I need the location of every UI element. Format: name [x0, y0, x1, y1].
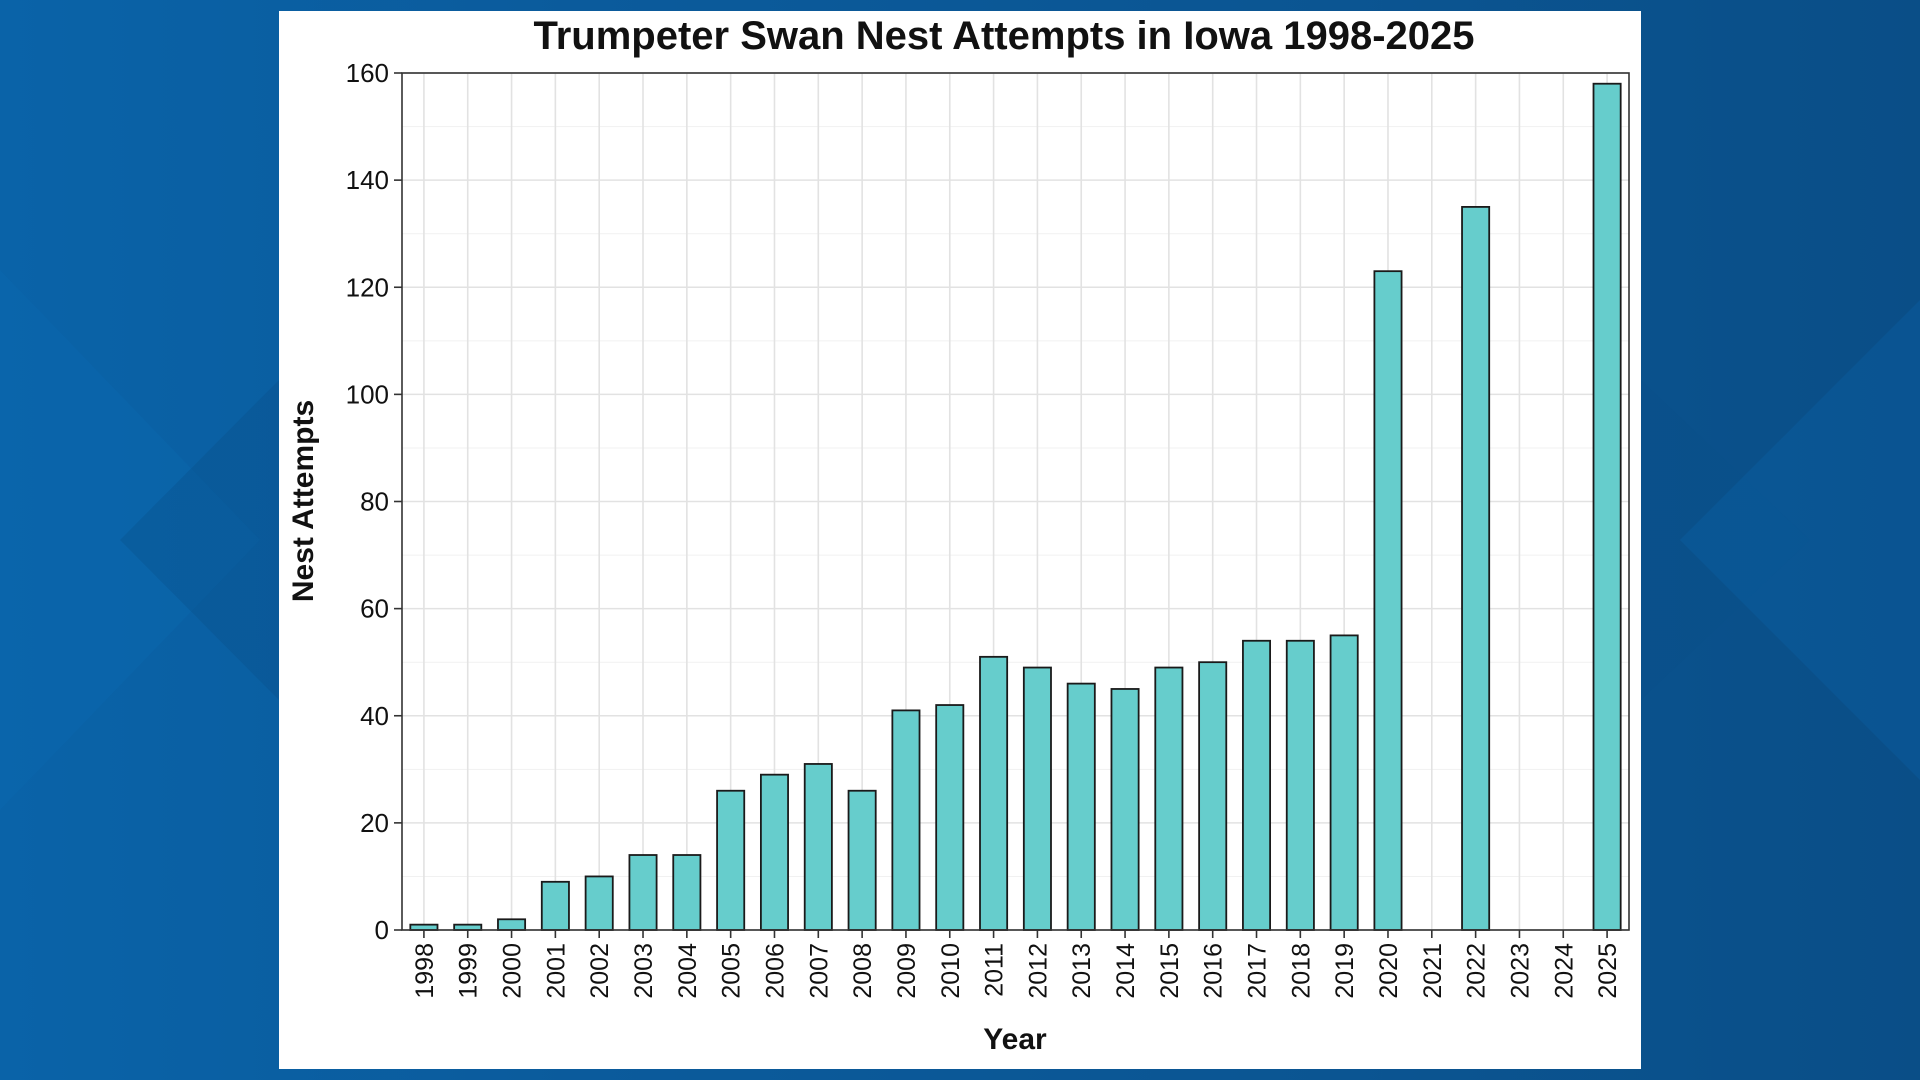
y-tick-label: 40	[360, 701, 389, 731]
x-tick-label-2018: 2018	[1287, 943, 1315, 999]
x-tick-label-2001: 2001	[542, 943, 570, 999]
bar-2010	[935, 704, 965, 931]
x-tick-label-1999: 1999	[455, 943, 483, 999]
x-tick-label-2004: 2004	[674, 943, 702, 999]
bar-2001	[540, 880, 570, 931]
bar-2011	[979, 655, 1009, 931]
x-axis-label: Year	[983, 1023, 1047, 1056]
bar-2000	[497, 918, 527, 931]
bar-2002	[584, 875, 614, 931]
y-tick-label: 100	[346, 379, 389, 409]
bar-2017	[1242, 639, 1272, 931]
bar-2004	[672, 854, 702, 931]
x-tick-label-1998: 1998	[411, 943, 439, 999]
x-tick-label-2023: 2023	[1506, 943, 1534, 999]
bar-2018	[1285, 639, 1315, 931]
x-tick-label-2010: 2010	[937, 943, 965, 999]
bar-2008	[847, 789, 877, 931]
x-tick-label-2017: 2017	[1244, 943, 1272, 999]
bar-2007	[803, 763, 833, 931]
chart-panel: 0 20 40 60 80 100 120 140 160 1998 1999 2000 2001 200…	[279, 11, 1641, 1069]
x-tick-label-2005: 2005	[718, 943, 746, 999]
bar-2009	[891, 709, 921, 931]
x-tick-label-2002: 2002	[586, 943, 614, 999]
x-tick-label-2014: 2014	[1112, 943, 1140, 999]
bar-2025	[1592, 82, 1622, 931]
y-axis-label: Nest Attempts	[287, 400, 320, 602]
chart-title: Trumpeter Swan Nest Attempts in Iowa 199…	[533, 14, 1474, 58]
x-tick-label-2016: 2016	[1200, 943, 1228, 999]
bar-2012	[1022, 666, 1052, 931]
bar-2020	[1373, 270, 1403, 931]
bar-2013	[1066, 682, 1096, 931]
y-tick-label: 0	[375, 915, 389, 945]
bar-2014	[1110, 688, 1140, 931]
x-tick-label-2024: 2024	[1550, 943, 1578, 999]
y-tick-label: 120	[346, 272, 389, 302]
x-tick-label-2022: 2022	[1463, 943, 1491, 999]
bar-2022	[1461, 206, 1491, 931]
y-tick-label: 140	[346, 165, 389, 195]
bar-2016	[1198, 661, 1228, 931]
x-tick-label-2003: 2003	[630, 943, 658, 999]
x-tick-label-2000: 2000	[499, 943, 527, 999]
x-tick-label-2007: 2007	[805, 943, 833, 999]
x-tick-label-2009: 2009	[893, 943, 921, 999]
y-tick-label: 80	[360, 487, 389, 517]
x-tick-label-2020: 2020	[1375, 943, 1403, 999]
plot-area: 0 20 40 60 80 100 120 140 160 1998 1999 2000 2001 200…	[346, 58, 1630, 999]
bar-1998	[409, 923, 439, 931]
bar-2019	[1329, 634, 1359, 931]
x-tick-label-2012: 2012	[1024, 943, 1052, 999]
bar-2006	[759, 773, 789, 931]
x-tick-label-2015: 2015	[1156, 943, 1184, 999]
x-tick-label-2019: 2019	[1331, 943, 1359, 999]
x-tick-label-2021: 2021	[1419, 943, 1447, 999]
bar-chart: 0 20 40 60 80 100 120 140 160 1998 1999 2000 2001 200…	[287, 14, 1630, 1056]
y-tick-label: 20	[360, 808, 389, 838]
x-tick-label-2011: 2011	[981, 943, 1009, 997]
y-tick-label: 160	[346, 58, 389, 88]
bar-1999	[453, 923, 483, 931]
x-tick-label-2025: 2025	[1594, 943, 1622, 999]
x-tick-label-2008: 2008	[849, 943, 877, 999]
x-tick-label-2006: 2006	[761, 943, 789, 999]
bar-2005	[716, 789, 746, 931]
bar-2015	[1154, 666, 1184, 931]
bar-2003	[628, 854, 658, 931]
y-tick-label: 60	[360, 594, 389, 624]
x-tick-label-2013: 2013	[1068, 943, 1096, 999]
